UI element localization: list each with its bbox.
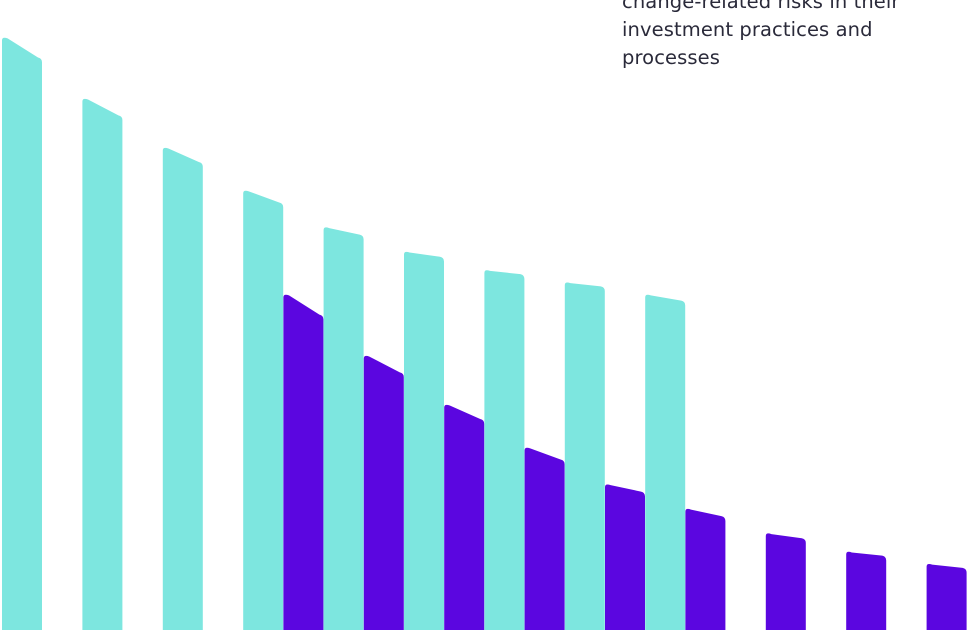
- chart-caption: change-related risks in their investment…: [622, 0, 962, 72]
- bar-series-1-item-1: [2, 37, 42, 630]
- bar-series-2-item-9: [926, 564, 967, 630]
- bar-series-2-item-6: [685, 508, 726, 630]
- bar-series-2-item-2: [363, 355, 404, 630]
- bar-series-2-item-3: [444, 404, 485, 630]
- bar-series-2-item-8: [846, 551, 887, 630]
- bar-series-2-item-4: [524, 447, 565, 630]
- bar-series-2-item-1: [283, 294, 324, 630]
- bar-series-1-item-3: [162, 147, 203, 630]
- caption-line-2: investment practices and: [622, 18, 873, 41]
- bar-series-1-item-5: [323, 227, 364, 630]
- bar-series-2-item-7: [765, 533, 806, 630]
- bar-series-1-item-7: [484, 270, 525, 630]
- bar-series-1-item-9: [645, 294, 686, 630]
- caption-line-3: processes: [622, 46, 720, 69]
- bar-series-1-item-8: [564, 282, 605, 630]
- caption-line-1: change-related risks in their: [622, 0, 900, 13]
- bar-series-2-item-5: [605, 484, 645, 630]
- bar-series-1-item-4: [243, 190, 284, 630]
- bars-layer: [2, 37, 967, 630]
- bar-series-1-item-6: [404, 251, 444, 630]
- bar-series-1-item-2: [82, 98, 123, 630]
